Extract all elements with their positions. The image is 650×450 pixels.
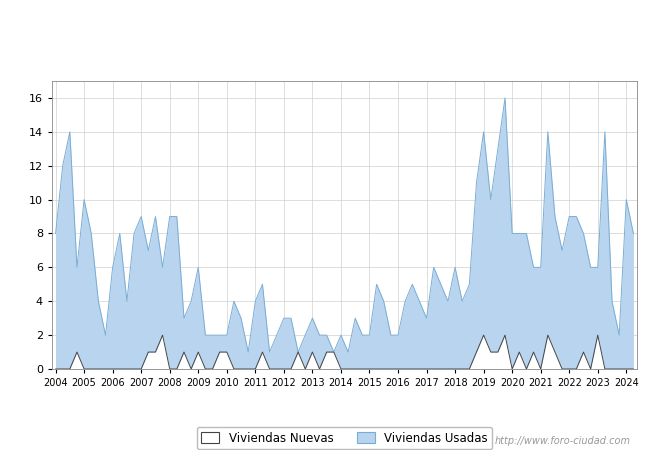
Text: http://www.foro-ciudad.com: http://www.foro-ciudad.com — [495, 436, 630, 446]
Text: Riópar - Evolucion del Nº de Transacciones Inmobiliarias: Riópar - Evolucion del Nº de Transaccion… — [119, 22, 531, 38]
Legend: Viviendas Nuevas, Viviendas Usadas: Viviendas Nuevas, Viviendas Usadas — [197, 427, 492, 450]
